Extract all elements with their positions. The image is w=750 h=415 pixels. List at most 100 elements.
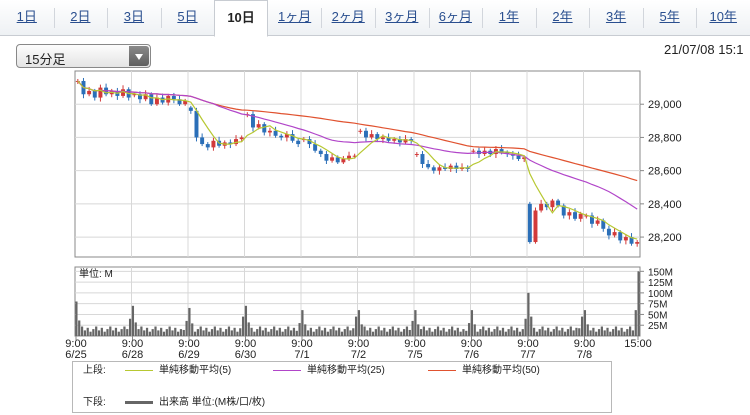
tab-4[interactable]: 5日 (177, 9, 198, 24)
x-tick-date-label: 7/7 (520, 349, 535, 361)
volume-bar (445, 331, 448, 336)
volume-bar (637, 271, 640, 336)
tab-10[interactable]: 1年 (498, 9, 520, 24)
volume-bar (530, 316, 533, 336)
volume-bar (366, 330, 369, 336)
x-tick-time-label: 9:00 (404, 338, 425, 350)
volume-bar (165, 329, 168, 336)
volume-bar (241, 316, 245, 336)
volume-bar (547, 327, 550, 336)
volume-bar (388, 329, 392, 336)
legend-volume-label: 出来高 単位:(M株/口/枚) (159, 397, 266, 408)
volume-bar (157, 330, 160, 336)
volume-bar (216, 330, 219, 336)
volume-bar (83, 330, 86, 336)
volume-bar (583, 310, 587, 336)
volume-bar (552, 329, 555, 336)
volume-bar (137, 329, 140, 336)
tab-1[interactable]: 1日 (16, 9, 37, 24)
ma5-line (77, 80, 638, 240)
tab-5[interactable]: 10日 (214, 0, 268, 37)
volume-bar (634, 310, 637, 336)
candle-body (629, 237, 634, 244)
candle-body (87, 90, 92, 95)
chart-legend: 上段: 単純移動平均(5) 単純移動平均(25) 単純移動平均(50) 下段: … (72, 361, 612, 413)
volume-bar (470, 310, 474, 336)
volume-bar (292, 327, 296, 336)
tab-6[interactable]: 1ヶ月 (278, 9, 312, 24)
tab-12[interactable]: 3年 (605, 9, 627, 24)
candle-body (177, 99, 182, 105)
volume-bar (239, 328, 242, 336)
candle-body (573, 212, 578, 219)
volume-bar (414, 310, 417, 336)
candle-body (183, 100, 188, 105)
volume-bar (451, 326, 454, 336)
volume-bar (188, 307, 191, 336)
candle-body (239, 137, 244, 140)
candle-body (121, 89, 126, 96)
volume-bar (264, 327, 267, 336)
volume-bar (131, 305, 135, 336)
tab-2[interactable]: 2日 (70, 9, 91, 24)
tab-7[interactable]: 2ヶ月 (331, 9, 365, 24)
candle-body (578, 213, 583, 219)
volume-bar (397, 327, 400, 336)
tab-11[interactable]: 2年 (552, 9, 573, 24)
interval-select[interactable]: 15分足 (16, 44, 151, 68)
volume-bar (273, 326, 276, 336)
volume-bar (281, 331, 284, 336)
tab-9[interactable]: 6ヶ月 (438, 9, 472, 24)
tab-separator (535, 8, 537, 28)
volume-bar (335, 330, 338, 336)
candle-body (250, 114, 255, 128)
x-tick-time-label: 9:00 (348, 338, 369, 350)
candle-body (267, 130, 272, 133)
volume-bar (75, 301, 78, 336)
volume-bar (631, 330, 635, 336)
volume-bar (126, 329, 129, 336)
volume-bar (391, 326, 394, 336)
volume-bar (507, 329, 510, 336)
volume-bar (510, 326, 513, 336)
candle-body (454, 165, 459, 169)
volume-bar (575, 327, 578, 336)
x-tick-date-label: 7/8 (577, 349, 592, 361)
legend-lower-label: 下段: (83, 397, 106, 408)
volume-bar (196, 329, 199, 336)
volume-bar (532, 327, 536, 336)
tab-3[interactable]: 3日 (123, 9, 145, 24)
volume-bar (592, 327, 595, 336)
volume-bar (496, 326, 499, 336)
tab-8[interactable]: 3ヶ月 (385, 9, 419, 24)
volume-bar (408, 329, 411, 336)
candle-body (567, 212, 572, 216)
volume-bar (516, 327, 519, 336)
volume-bar (343, 329, 346, 336)
candle-body (200, 137, 205, 145)
volume-bar (174, 327, 177, 336)
volume-bar (233, 327, 236, 336)
x-tick-date-label: 7/6 (464, 349, 479, 361)
volume-bar (321, 330, 324, 336)
candle-body (448, 165, 453, 169)
tab-separator (589, 8, 591, 28)
candle-body (137, 94, 142, 100)
volume-bar (97, 330, 101, 336)
candle-body (98, 87, 103, 98)
volume-bar (309, 327, 312, 336)
tab-separator (107, 8, 109, 28)
candle-body (358, 130, 363, 132)
period-tab-bar: 1日 2日 3日 5日 10日 1ヶ月 2ヶ月 3ヶ月 6ヶ月 1年 2年 3年 5年 10年 (0, 0, 750, 37)
volume-bar (295, 330, 298, 336)
tab-13[interactable]: 5年 (659, 9, 680, 24)
volume-bar (134, 322, 137, 336)
volume-bar (617, 330, 620, 336)
tab-14[interactable]: 10年 (709, 9, 737, 24)
volume-bar (306, 330, 310, 336)
candle-body (188, 107, 193, 111)
candle-body (363, 130, 368, 138)
volume-bar (501, 327, 505, 336)
candle-body (313, 144, 318, 151)
